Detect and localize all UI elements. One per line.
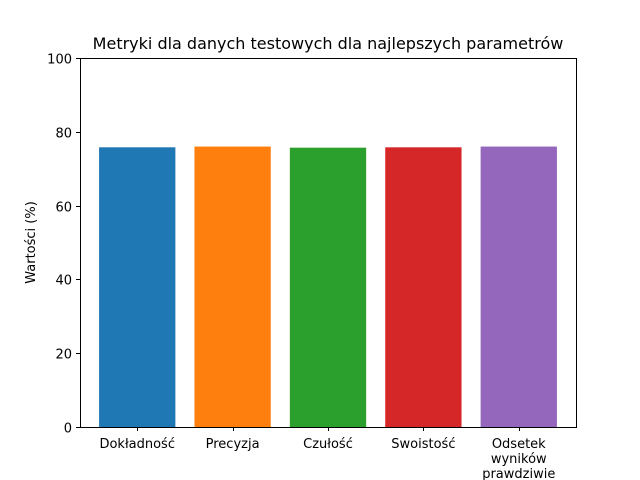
bar-4 [385,147,462,427]
x-tick-label: Dokładność [99,437,175,452]
bars-layer [99,146,557,428]
x-axis-ticks: Dokładność Precyzja Czułość Swoistość Odsete… [99,427,555,480]
bar-5 [480,146,557,427]
y-tick-label: 40 [55,274,72,289]
y-tick-label: 20 [55,348,72,363]
x-tick-label: Precyzja [206,437,260,452]
y-tick-label: 100 [47,53,72,68]
chart-title: Metryki dla danych testowych dla najleps… [93,34,564,53]
bar-3 [289,147,367,428]
x-tick-label: Czułość [303,437,353,452]
y-tick-label: 60 [55,201,72,216]
plot-frame [80,58,577,428]
bar-1 [99,147,176,427]
x-tick-label: Swoistość [391,437,455,452]
x-tick-label: Odsetek wyników prawdziwie [482,437,555,480]
y-axis-label: Wartości (%) [24,201,39,284]
y-tick-label: 0 [64,422,72,437]
y-axis-ticks: 0 20 40 60 80 100 [47,53,80,437]
bar-2 [194,146,271,427]
y-tick-label: 80 [55,127,72,142]
